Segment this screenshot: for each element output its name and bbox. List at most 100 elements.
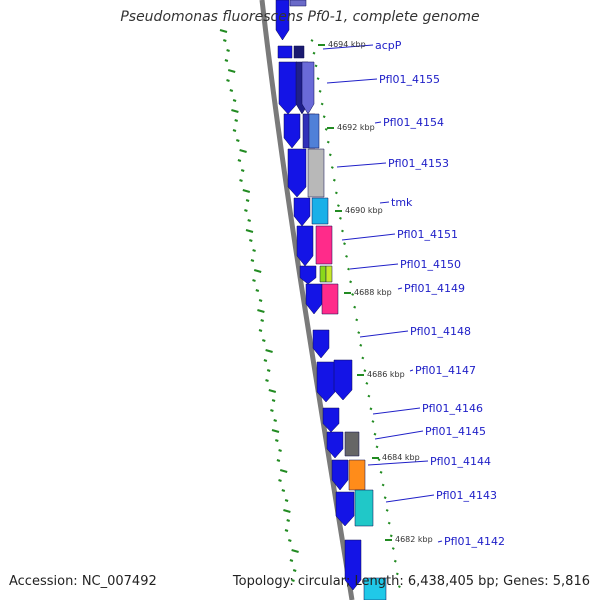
gc-dash — [271, 399, 276, 402]
gene-arrow — [325, 265, 333, 283]
gene-arrow — [326, 431, 344, 459]
position-tick — [332, 178, 336, 182]
position-tick — [363, 369, 367, 373]
position-tick — [318, 89, 322, 93]
position-tick — [387, 521, 391, 525]
gc-dash — [226, 49, 230, 52]
gene-arrow — [307, 148, 325, 198]
gene-label: Pfl01_4146 — [422, 402, 483, 415]
position-tick — [339, 216, 342, 220]
position-tick — [324, 128, 328, 131]
position-tick — [310, 39, 314, 42]
position-tick — [369, 407, 373, 411]
gc-dash — [287, 539, 292, 542]
gene-arrow — [354, 489, 374, 527]
gc-dash — [235, 139, 240, 142]
gene-label: Pfl01_4145 — [425, 425, 486, 438]
gene-track — [275, 0, 387, 601]
gc-dash — [232, 129, 237, 132]
gene-arrow — [308, 113, 320, 149]
gc-dash — [224, 59, 229, 62]
gc-dash — [261, 339, 266, 342]
gene-arrow — [289, 0, 307, 7]
position-tick — [357, 331, 361, 334]
position-ticks — [310, 39, 401, 588]
position-tick — [375, 445, 379, 449]
kbp-label: 4692 kbp — [337, 123, 375, 132]
kbp-label: 4686 kbp — [367, 370, 405, 379]
gene-arrow — [296, 225, 314, 267]
gene-arrow — [335, 491, 355, 527]
gene-arrow — [331, 459, 349, 491]
position-tick — [353, 305, 357, 309]
gene-label: acpP — [375, 39, 402, 52]
gc-dash — [250, 259, 255, 262]
gene-arrow — [301, 61, 315, 115]
gene-label: Pfl01_4150 — [400, 258, 461, 271]
position-tick — [316, 77, 320, 80]
gc-content-track — [219, 29, 299, 582]
gc-dash — [284, 529, 289, 532]
position-tick — [381, 483, 385, 487]
gc-dash — [248, 239, 253, 242]
gc-dash — [271, 429, 280, 433]
gc-dash — [232, 99, 237, 102]
gc-dash — [263, 359, 268, 362]
kbp-label: 4684 kbp — [382, 453, 420, 462]
gene-arrow — [319, 265, 327, 283]
gene-arrow — [348, 459, 366, 491]
position-tick — [361, 356, 365, 360]
gc-dash — [276, 459, 281, 462]
position-tick — [320, 102, 324, 106]
gc-dash — [253, 269, 262, 273]
position-tick — [385, 509, 389, 512]
genome-stats-text: Topology: circular; Length: 6,438,405 bp… — [232, 574, 590, 589]
gene-arrow — [293, 45, 305, 59]
gc-dash — [279, 469, 288, 473]
position-tick — [355, 318, 359, 322]
gc-dash — [291, 579, 295, 582]
gc-dash — [281, 489, 286, 492]
position-tick — [314, 64, 318, 68]
gc-dash — [260, 319, 265, 322]
gene-arrow — [275, 0, 290, 41]
gene-label-leader — [359, 330, 409, 338]
position-tick — [341, 229, 344, 233]
gc-dash — [229, 89, 234, 92]
gc-dash — [252, 279, 256, 282]
position-tick — [373, 432, 377, 436]
gc-dash — [273, 419, 278, 422]
gene-label: Pfl01_4144 — [430, 455, 491, 468]
gene-label-leader — [367, 460, 429, 466]
gc-dash — [226, 79, 230, 82]
position-tick — [367, 394, 371, 398]
gc-dash — [268, 389, 277, 393]
gc-dash — [239, 179, 243, 182]
position-tick — [326, 140, 330, 144]
gene-arrow — [287, 148, 307, 198]
gc-dash — [286, 519, 291, 522]
position-tick — [312, 51, 316, 55]
gene-label-leader — [437, 540, 443, 543]
gc-dash — [244, 209, 248, 212]
gene-label-leader — [409, 369, 414, 372]
position-tick — [383, 496, 387, 500]
position-tick — [336, 204, 340, 207]
gc-dash — [291, 549, 299, 553]
position-tick — [351, 293, 355, 296]
position-tick — [395, 572, 399, 576]
gene-label-leader — [379, 201, 390, 204]
position-tick — [379, 470, 383, 474]
gene-arrow — [316, 361, 336, 403]
gene-label: tmk — [391, 196, 413, 209]
position-tick — [322, 115, 326, 119]
gc-dash — [258, 299, 263, 302]
position-tick — [397, 585, 401, 588]
position-tick — [377, 458, 381, 461]
position-tick — [345, 255, 348, 258]
position-tick — [347, 267, 351, 271]
gene-arrow — [278, 61, 298, 115]
gc-dash — [266, 369, 271, 372]
